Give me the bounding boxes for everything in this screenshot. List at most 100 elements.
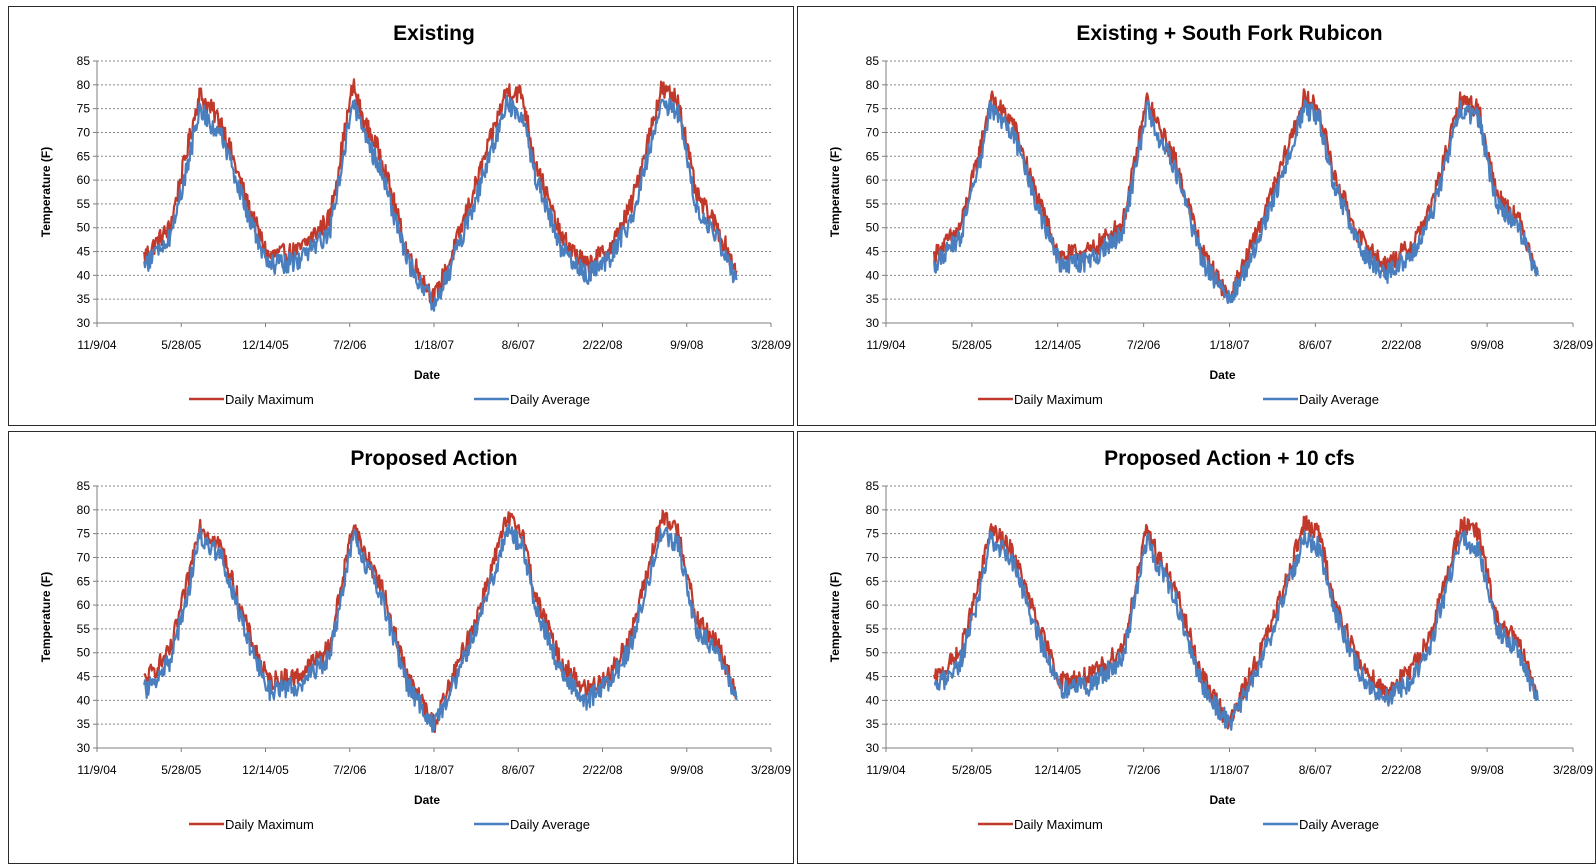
- chart-panel-proposed-action-10-cfs: Proposed Action + 10 cfs 30 35 40 45 50 55 60 65…: [797, 431, 1596, 864]
- y-tick-label: 45: [77, 245, 91, 259]
- x-tick-label: 7/2/06: [333, 763, 367, 777]
- chart-title: Existing + South Fork Rubicon: [1076, 22, 1382, 45]
- y-tick-label: 65: [866, 149, 880, 163]
- series-line-daily-average: [143, 523, 738, 733]
- x-axis-label: Date: [414, 793, 440, 807]
- y-tick-label: 50: [866, 221, 880, 235]
- y-tick-label: 40: [77, 693, 91, 707]
- y-tick-label: 50: [77, 221, 91, 235]
- x-tick-label: 9/9/08: [670, 763, 704, 777]
- series-line-daily-average: [933, 530, 1539, 731]
- x-tick-label: 12/14/05: [1034, 763, 1081, 777]
- legend-label-daily-maximum: Daily Maximum: [1014, 817, 1103, 832]
- chart-svg: Existing 30 35 40 45 50 55 60 65 70 75 80 85 11/9/04 5…: [39, 22, 791, 407]
- chart-panel-proposed-action: Proposed Action 30 35 40 45 50 55 60 65 70 75 80 85 1…: [8, 431, 794, 864]
- series-line-daily-maximum: [143, 509, 738, 734]
- legend-label-daily-average: Daily Average: [510, 392, 590, 407]
- x-axis-label: Date: [414, 368, 440, 382]
- chart-title: Existing: [393, 22, 475, 45]
- y-tick-label: 45: [866, 245, 880, 259]
- legend-label-daily-maximum: Daily Maximum: [225, 817, 314, 832]
- y-tick-label: 50: [866, 646, 880, 660]
- y-axis-label: Temperature (F): [828, 572, 842, 662]
- y-tick-label: 30: [866, 741, 880, 755]
- x-tick-label: 11/9/04: [77, 338, 116, 352]
- x-tick-label: 7/2/06: [1127, 763, 1161, 777]
- y-tick-label: 55: [866, 622, 880, 636]
- y-tick-label: 70: [866, 125, 880, 139]
- y-tick-label: 35: [866, 717, 880, 731]
- legend-label-daily-average: Daily Average: [1299, 817, 1379, 832]
- y-tick-label: 75: [866, 527, 880, 541]
- y-tick-label: 30: [77, 316, 91, 330]
- series-line-daily-maximum: [933, 88, 1539, 302]
- legend-label-daily-maximum: Daily Maximum: [225, 392, 314, 407]
- y-tick-label: 35: [866, 292, 880, 306]
- legend-label-daily-average: Daily Average: [1299, 392, 1379, 407]
- series-line-daily-average: [933, 99, 1539, 305]
- x-tick-label: 7/2/06: [333, 338, 367, 352]
- y-tick-label: 65: [866, 574, 880, 588]
- chart-svg: Proposed Action + 10 cfs 30 35 40 45 50 55 60 65…: [828, 447, 1593, 832]
- y-tick-label: 45: [77, 670, 91, 684]
- y-tick-label: 30: [866, 316, 880, 330]
- x-tick-label: 2/22/08: [1381, 763, 1421, 777]
- x-tick-label: 11/9/04: [866, 338, 905, 352]
- x-tick-label: 5/28/05: [161, 763, 201, 777]
- chart-svg: Proposed Action 30 35 40 45 50 55 60 65 70 75 80 85 1…: [39, 447, 791, 832]
- series-line-daily-average: [143, 95, 738, 312]
- y-tick-label: 80: [77, 503, 91, 517]
- y-axis-label: Temperature (F): [39, 147, 53, 237]
- chart-svg: Existing + South Fork Rubicon 30 35 40 45 50 5…: [828, 22, 1593, 407]
- x-tick-label: 3/28/09: [1553, 763, 1593, 777]
- y-tick-label: 40: [866, 693, 880, 707]
- y-tick-label: 35: [77, 292, 91, 306]
- y-tick-label: 75: [77, 527, 91, 541]
- x-tick-label: 9/9/08: [670, 338, 704, 352]
- x-tick-label: 1/18/07: [414, 338, 454, 352]
- y-axis-label: Temperature (F): [828, 147, 842, 237]
- x-tick-label: 3/28/09: [1553, 338, 1593, 352]
- y-tick-label: 70: [77, 550, 91, 564]
- x-tick-label: 1/18/07: [1209, 338, 1249, 352]
- chart-title: Proposed Action + 10 cfs: [1104, 447, 1355, 470]
- y-tick-label: 35: [77, 717, 91, 731]
- y-tick-label: 60: [866, 598, 880, 612]
- x-tick-label: 1/18/07: [1209, 763, 1249, 777]
- legend-label-daily-maximum: Daily Maximum: [1014, 392, 1103, 407]
- x-axis-label: Date: [1209, 793, 1235, 807]
- x-tick-label: 3/28/09: [751, 763, 791, 777]
- y-tick-label: 70: [866, 550, 880, 564]
- x-tick-label: 2/22/08: [582, 338, 622, 352]
- y-tick-label: 75: [866, 102, 880, 116]
- x-tick-label: 9/9/08: [1470, 763, 1504, 777]
- y-tick-label: 65: [77, 149, 91, 163]
- y-tick-label: 50: [77, 646, 91, 660]
- x-tick-label: 11/9/04: [77, 763, 116, 777]
- chart-panel-existing: Existing 30 35 40 45 50 55 60 65 70 75 80 85 11/9/04 5…: [8, 6, 794, 426]
- y-tick-label: 80: [866, 503, 880, 517]
- x-tick-label: 8/6/07: [1299, 763, 1333, 777]
- y-tick-label: 75: [77, 102, 91, 116]
- x-tick-label: 1/18/07: [414, 763, 454, 777]
- y-tick-label: 60: [866, 173, 880, 187]
- x-tick-label: 8/6/07: [502, 763, 536, 777]
- legend-label-daily-average: Daily Average: [510, 817, 590, 832]
- y-tick-label: 80: [77, 78, 91, 92]
- x-tick-label: 5/28/05: [952, 763, 992, 777]
- y-tick-label: 85: [77, 54, 91, 68]
- y-tick-label: 55: [866, 197, 880, 211]
- x-tick-label: 9/9/08: [1470, 338, 1504, 352]
- y-tick-label: 55: [77, 197, 91, 211]
- y-tick-label: 85: [866, 479, 880, 493]
- y-tick-label: 30: [77, 741, 91, 755]
- x-tick-label: 12/14/05: [242, 338, 289, 352]
- x-tick-label: 5/28/05: [952, 338, 992, 352]
- x-tick-label: 2/22/08: [1381, 338, 1421, 352]
- y-tick-label: 60: [77, 173, 91, 187]
- chart-panel-existing-south-fork-rubicon: Existing + South Fork Rubicon 30 35 40 45 50 5…: [797, 6, 1596, 426]
- y-tick-label: 60: [77, 598, 91, 612]
- y-tick-label: 85: [866, 54, 880, 68]
- y-tick-label: 70: [77, 125, 91, 139]
- x-tick-label: 12/14/05: [1034, 338, 1081, 352]
